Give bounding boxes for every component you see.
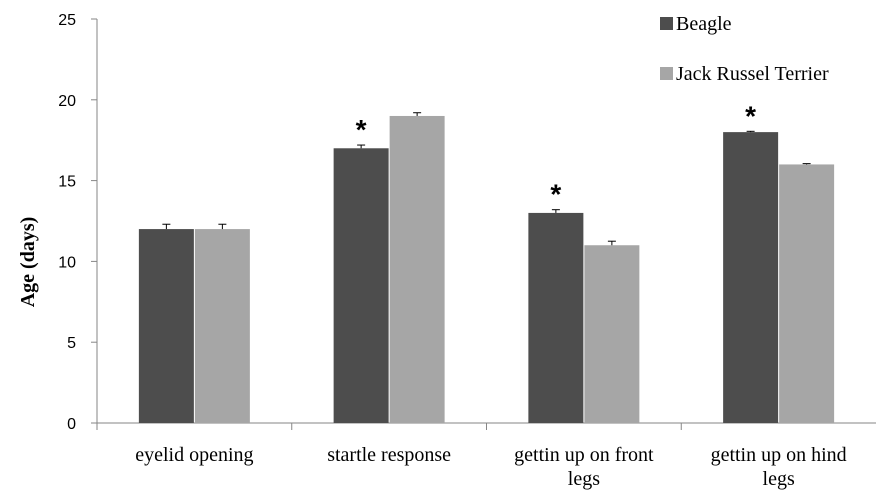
- legend-swatch: [660, 17, 673, 30]
- bar: [528, 212, 584, 423]
- y-tick-label: 20: [58, 93, 76, 110]
- x-category-label: gettin up on hind: [711, 444, 847, 466]
- legend-swatch: [660, 67, 673, 80]
- y-tick-label: 15: [58, 174, 76, 191]
- x-category-label: gettin up on front: [514, 444, 654, 466]
- significance-star: *: [550, 179, 561, 210]
- y-axis: 0 5 10 15 20 25: [58, 12, 98, 433]
- bar: [389, 115, 445, 424]
- bar: [723, 132, 779, 423]
- y-axis-title: Age (days): [17, 217, 39, 308]
- x-axis: eyelid opening startle response gettin up …: [96, 422, 876, 490]
- x-category-label: legs: [763, 468, 795, 490]
- legend-label: Beagle: [676, 13, 732, 35]
- bar: [194, 229, 250, 423]
- significance-star: *: [745, 100, 756, 131]
- annotations: * * *: [356, 100, 757, 209]
- bar: [584, 245, 640, 423]
- y-tick-label: 10: [58, 254, 76, 271]
- bars: [138, 112, 835, 424]
- bar: [779, 164, 835, 423]
- bar: [138, 229, 194, 423]
- legend-label: Jack Russel Terrier: [676, 63, 829, 85]
- significance-star: *: [356, 114, 367, 145]
- legend: Beagle Jack Russel Terrier: [660, 13, 829, 85]
- y-tick-label: 5: [67, 335, 76, 352]
- bar: [333, 148, 389, 423]
- y-tick-label: 0: [67, 416, 76, 433]
- x-category-label: legs: [568, 468, 600, 490]
- y-tick-label: 25: [58, 12, 76, 29]
- x-category-label: startle response: [327, 444, 451, 466]
- x-category-label: eyelid opening: [135, 444, 253, 466]
